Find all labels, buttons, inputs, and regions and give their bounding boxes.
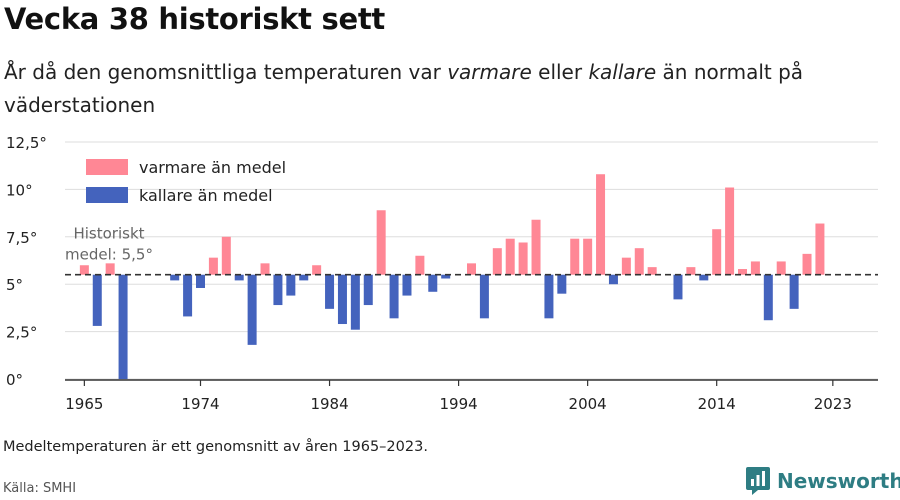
subtitle-text-3: än normalt på väderstationen	[4, 60, 804, 117]
gridlines	[65, 141, 878, 380]
bar-1985	[337, 274, 347, 325]
bar-1988	[376, 210, 386, 275]
bar-1973	[183, 274, 193, 317]
bar-2004	[583, 238, 593, 275]
bar-2017	[750, 261, 760, 275]
bar-1979	[260, 263, 270, 275]
bar-2020	[789, 274, 799, 309]
bar-1990	[402, 274, 412, 296]
chart-title: Vecka 38 historiskt sett	[4, 2, 385, 36]
bar-1966	[92, 274, 102, 326]
bar-1974	[196, 274, 205, 288]
bar-2005	[596, 174, 606, 275]
bar-2021	[802, 253, 812, 275]
bar-1995	[467, 263, 476, 275]
chart-subtitle: År då den genomsnittliga temperaturen va…	[4, 56, 864, 122]
bar-1978	[247, 274, 257, 345]
bar-2002	[557, 274, 567, 294]
bar-1980	[273, 274, 283, 306]
subtitle-emphasis-warmer: varmare	[447, 60, 532, 84]
legend-label-colder: kallare än medel	[139, 186, 273, 205]
x-axis-ticks: 1965 1974 1984 1994 2004 2014 2023	[65, 380, 852, 413]
bar-1967	[105, 263, 115, 275]
bar-1977	[234, 274, 244, 281]
bar-1972	[170, 274, 180, 281]
newsworthy-logo-icon	[746, 467, 770, 495]
bar-1986	[350, 274, 360, 330]
footnote: Medeltemperaturen är ett genomsnitt av å…	[3, 439, 428, 455]
bar-2019	[776, 261, 786, 275]
bar-1987	[363, 274, 373, 306]
bar-1999	[518, 242, 528, 275]
bar-2018	[763, 274, 773, 321]
legend-swatch-colder	[86, 187, 128, 203]
bar-1997	[492, 248, 502, 275]
brand[interactable]: Newsworthy	[745, 466, 900, 496]
bar-2008	[634, 248, 644, 275]
x-tick-label: 1994	[440, 395, 478, 413]
bar-1992	[428, 274, 438, 292]
bar-1982	[299, 274, 309, 281]
bar-1968	[118, 274, 128, 379]
x-tick-label: 1984	[310, 395, 348, 413]
bar-2022	[815, 223, 825, 275]
bar-1996	[479, 274, 489, 319]
subtitle-text-2: eller	[531, 60, 589, 84]
bar-2013	[699, 274, 709, 281]
bar-1984	[325, 274, 335, 309]
bar-2016	[738, 269, 747, 275]
bar-2015	[725, 187, 735, 275]
brand-name: Newsworthy	[777, 469, 900, 493]
bar-1975	[208, 257, 218, 275]
reference-label-line-1: Historiskt	[73, 225, 144, 243]
x-tick-label: 1965	[65, 395, 103, 413]
bar-1993	[441, 274, 451, 279]
bar-2000	[531, 219, 541, 275]
x-tick-label: 2004	[569, 395, 607, 413]
subtitle-emphasis-colder: kallare	[588, 60, 657, 84]
bar-2009	[647, 267, 657, 275]
y-tick-label: 5°	[6, 276, 23, 294]
bar-1976	[221, 236, 231, 275]
bar-2011	[673, 274, 683, 300]
bar-2001	[544, 274, 554, 319]
bar-1983	[312, 265, 322, 275]
x-tick-label: 2023	[814, 395, 852, 413]
bar-1998	[505, 238, 515, 275]
bar-1991	[415, 255, 425, 275]
y-tick-label: 0°	[6, 371, 23, 389]
legend-label-warmer: varmare än medel	[139, 158, 286, 177]
source-credit: Källa: SMHI	[3, 481, 77, 496]
y-tick-label: 2,5°	[6, 324, 37, 342]
y-tick-label: 12,5°	[6, 134, 47, 152]
bar-2003	[570, 238, 580, 275]
bar-2012	[686, 267, 696, 275]
reference-label-line-2: medel: 5,5°	[65, 246, 153, 264]
bar-chart: 0° 2,5° 5° 7,5° 10° 12,5° Historiskt medel: 5…	[6, 134, 878, 413]
legend: varmare än medel kallare än medel	[86, 158, 286, 205]
bar-2006	[608, 274, 618, 285]
y-tick-label: 7,5°	[6, 229, 37, 247]
y-tick-label: 10°	[6, 181, 33, 199]
subtitle-text-1: År då den genomsnittliga temperaturen va…	[4, 60, 448, 84]
bar-1989	[389, 274, 399, 319]
bar-2007	[621, 257, 631, 275]
bar-1965	[79, 265, 89, 275]
legend-swatch-warmer	[86, 159, 128, 175]
bars	[79, 174, 825, 379]
bar-2014	[712, 229, 722, 275]
x-tick-label: 2014	[698, 395, 736, 413]
x-tick-label: 1974	[181, 395, 219, 413]
y-axis-ticks: 0° 2,5° 5° 7,5° 10° 12,5°	[6, 134, 47, 389]
bar-1981	[286, 274, 296, 296]
